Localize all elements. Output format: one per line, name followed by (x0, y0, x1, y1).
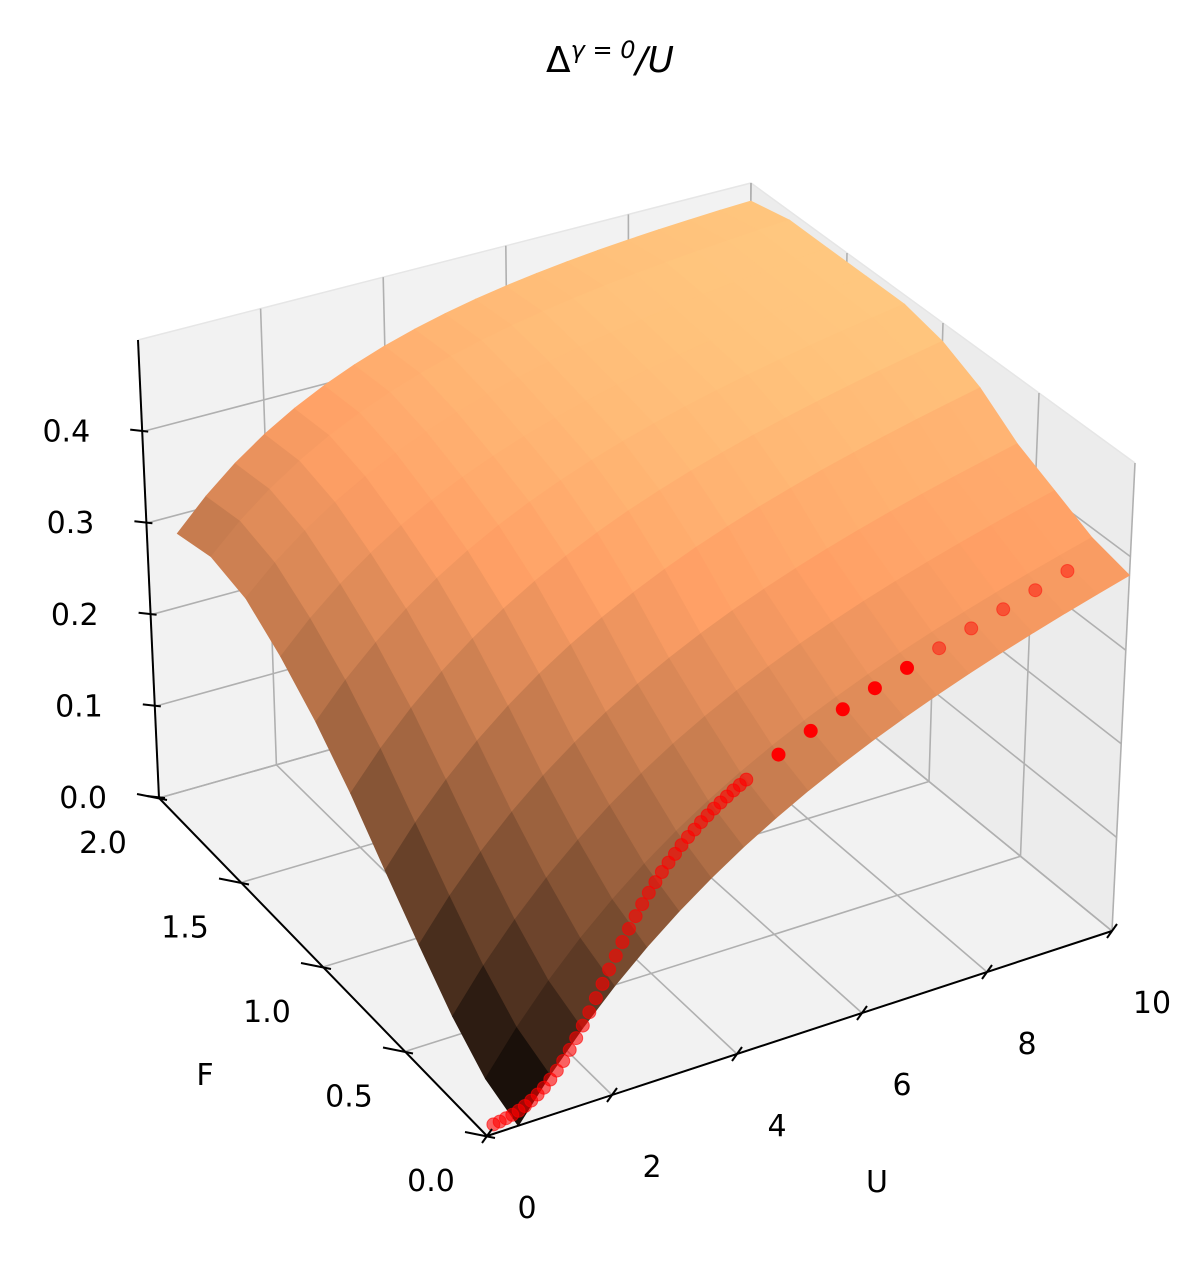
scatter-point (964, 621, 979, 636)
scatter-point (562, 1042, 577, 1057)
surface-patch (1059, 537, 1131, 595)
x-tick-label: 2 (642, 1150, 661, 1185)
y-tick-label: 1.5 (161, 911, 209, 946)
tick-mark (134, 520, 153, 525)
scatter-point (622, 921, 636, 936)
x-tick-label: 0 (517, 1191, 536, 1226)
x-tick-label: 8 (1017, 1027, 1036, 1062)
tick-mark (1106, 923, 1118, 939)
tick-mark (464, 1131, 496, 1139)
scatter-point (588, 991, 603, 1006)
x-tick-label: 6 (892, 1068, 911, 1103)
z-tick-label: 0.1 (55, 689, 103, 724)
z-tick-label: 0.2 (51, 598, 99, 633)
tick-mark (142, 703, 161, 708)
tick-mark (731, 1046, 743, 1062)
tick-mark (856, 1005, 868, 1021)
tick-mark (981, 964, 993, 980)
scatter-point (654, 865, 669, 879)
scatter-point (575, 1018, 590, 1033)
scatter-point (867, 681, 882, 696)
scatter-point (608, 948, 623, 963)
surface (176, 200, 1131, 1127)
scatter-point (556, 1054, 571, 1068)
scatter-point (932, 641, 947, 656)
grid-line (1111, 462, 1136, 932)
y-axis-label: F (196, 1058, 213, 1093)
y-tick-label: 0.0 (407, 1164, 455, 1199)
scatter-point (641, 885, 656, 900)
tick-labels: 0 2 4 6 8 10 0.0 0.5 1.0 1.5 2.0 0.0 0.1 0.2 0.3 0.4 (42, 415, 1171, 1226)
scatter-point (803, 723, 818, 738)
scatter-point (549, 1063, 564, 1078)
scatter-point (996, 602, 1011, 617)
scatter-point (1060, 564, 1075, 578)
x-tick-label: 10 (1133, 986, 1171, 1021)
scatter-point (739, 772, 754, 787)
y-tick-label: 1.0 (243, 995, 291, 1030)
tick-mark (130, 428, 149, 433)
scatter-point (635, 897, 650, 912)
z-axis-line (137, 339, 160, 799)
x-axis-line (486, 930, 1113, 1137)
scatter-point (602, 962, 617, 977)
scatter-point (628, 909, 643, 924)
z-tick-label: 0.0 (59, 781, 107, 816)
scatter-point (900, 660, 914, 675)
tick-mark (138, 611, 157, 616)
scatter-point (648, 875, 663, 890)
scatter-point (771, 747, 786, 762)
x-axis-label: U (866, 1165, 888, 1200)
tick-mark (382, 1046, 414, 1055)
scatter-point (595, 976, 610, 991)
tick-mark (606, 1087, 618, 1103)
tick-mark (146, 795, 166, 799)
scatter-point (615, 935, 630, 949)
tick-mark (218, 877, 250, 886)
y-tick-label: 0.5 (325, 1080, 373, 1115)
scatter-point (835, 702, 850, 717)
scatter-point (1028, 583, 1043, 598)
scatter-point (569, 1031, 584, 1046)
z-tick-label: 0.3 (47, 506, 95, 541)
tick-mark (300, 962, 332, 970)
x-tick-label: 4 (767, 1109, 786, 1144)
z-tick-label: 0.4 (42, 415, 90, 450)
chart-title: Δγ = 0/U (546, 36, 674, 81)
y-tick-label: 2.0 (79, 826, 127, 861)
scatter-series (486, 564, 1075, 1132)
scatter-point (582, 1005, 597, 1020)
